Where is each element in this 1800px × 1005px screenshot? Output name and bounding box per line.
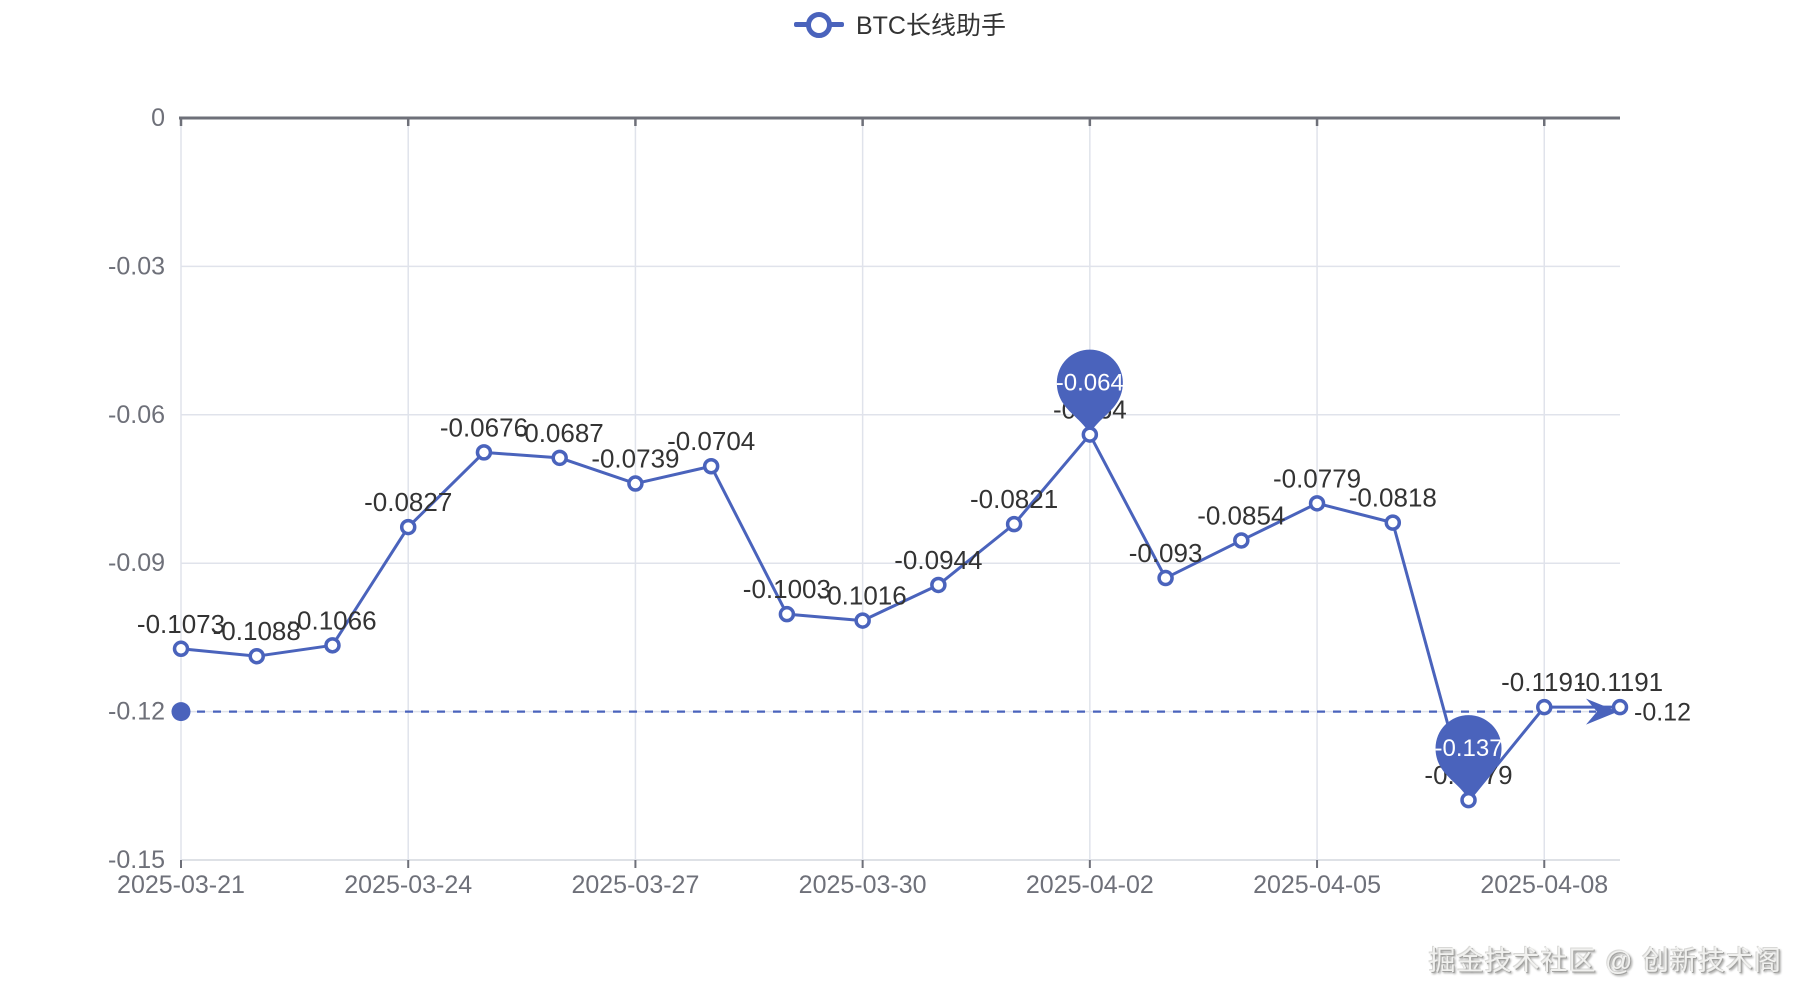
x-axis-tick-label: 2025-03-27 [571, 871, 699, 899]
data-point-marker [778, 605, 796, 623]
series-line [179, 433, 1622, 802]
mark-line-value-label: -0.12 [1634, 699, 1691, 727]
data-point-marker [1233, 532, 1250, 549]
data-point-label: -0.0827 [364, 487, 452, 517]
max-markpoint-pin [1056, 349, 1123, 435]
data-point-marker [172, 640, 190, 658]
data-point-marker [627, 475, 644, 492]
x-axis-tick-label: 2025-03-21 [117, 871, 245, 899]
data-point-label: -0.1016 [819, 581, 907, 611]
data-point-marker [702, 457, 720, 475]
legend: BTC长线助手 [0, 6, 1800, 42]
x-axis-tick-label: 2025-04-08 [1480, 871, 1608, 899]
mark-line-start-dot [171, 702, 191, 722]
data-point-label: -0.0854 [1197, 500, 1285, 530]
watermark-text: 掘金技术社区 @ 创新技术阁 [1428, 946, 1782, 976]
data-point-label: -0.0818 [1349, 483, 1437, 513]
y-axis-tick-label: -0.15 [108, 846, 165, 874]
data-point-label: -0.1191 [1577, 667, 1663, 697]
data-point-marker [1536, 698, 1553, 716]
data-point-label: -0.1191 [1501, 667, 1587, 697]
data-point-label: -0.0944 [894, 545, 982, 575]
min-markpoint-label: -0.137 [1434, 735, 1502, 762]
max-markpoint-label: -0.064 [1056, 370, 1124, 397]
y-axis-tick-label: 0 [151, 104, 165, 132]
data-point-marker [1460, 791, 1477, 809]
y-axis-tick-label: -0.03 [108, 252, 165, 280]
data-point-marker [1157, 569, 1174, 587]
data-point-label: -0.0821 [970, 484, 1058, 514]
data-point-marker [1081, 426, 1099, 443]
y-axis-tick-label: -0.12 [108, 698, 165, 726]
legend-series-label: BTC长线助手 [855, 12, 1006, 40]
data-point-marker [475, 444, 493, 461]
data-point-marker [551, 449, 568, 467]
data-point-marker [1308, 495, 1326, 512]
data-point-label: -0.1088 [213, 616, 301, 646]
x-axis-tick-label: 2025-03-24 [344, 871, 472, 899]
mark-line-arrow [1586, 698, 1618, 725]
legend-item-btc-series[interactable]: BTC长线助手 [793, 6, 1006, 42]
y-axis-tick-label: -0.06 [108, 401, 165, 429]
data-point-label: -0.1003 [743, 574, 831, 604]
line-circle-legend-icon [793, 10, 844, 38]
legend-ring [805, 12, 832, 38]
data-point-label: -0.0687 [516, 418, 604, 448]
data-point-marker [1005, 515, 1023, 533]
min-markpoint-pin [1435, 715, 1502, 801]
data-point-label: -0.1066 [288, 605, 376, 635]
data-point-marker [930, 576, 947, 594]
data-point-marker [1384, 514, 1402, 531]
data-point-marker [1611, 698, 1629, 716]
y-axis-tick-label: -0.09 [108, 549, 165, 577]
x-axis-tick-label: 2025-04-05 [1253, 871, 1381, 899]
data-point-label: -0.0779 [1273, 463, 1361, 493]
data-point-label: -0.0739 [591, 444, 679, 474]
data-point-marker [324, 637, 341, 654]
data-point-label: -0.0676 [440, 412, 528, 442]
data-point-marker [854, 612, 871, 629]
data-point-marker [248, 647, 265, 665]
data-point-marker [399, 518, 417, 536]
x-axis-tick-label: 2025-04-02 [1026, 871, 1154, 899]
x-axis-tick-label: 2025-03-30 [799, 871, 927, 899]
data-point-label: -0.093 [1129, 538, 1203, 568]
data-point-label: -0.1073 [137, 609, 225, 639]
data-point-label: -0.0704 [667, 426, 755, 456]
